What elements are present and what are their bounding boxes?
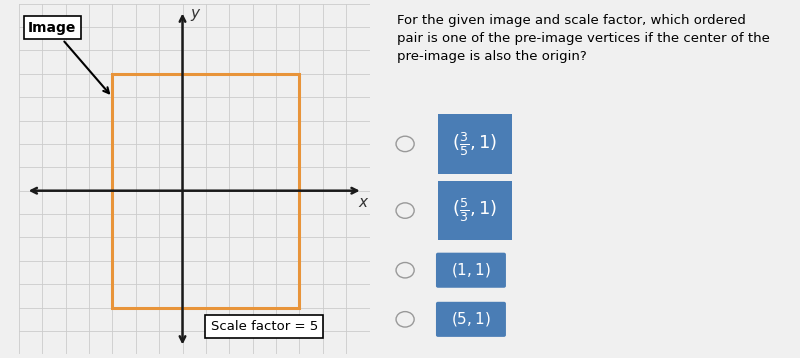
- Text: $(\frac{5}{3}, 1)$: $(\frac{5}{3}, 1)$: [452, 197, 498, 224]
- Text: y: y: [190, 6, 200, 21]
- Text: $(5, 1)$: $(5, 1)$: [451, 310, 491, 328]
- Text: $(\frac{3}{5}, 1)$: $(\frac{3}{5}, 1)$: [452, 130, 498, 158]
- Text: Scale factor = 5: Scale factor = 5: [210, 320, 318, 333]
- FancyBboxPatch shape: [436, 253, 506, 288]
- FancyBboxPatch shape: [436, 302, 506, 337]
- Text: x: x: [358, 195, 367, 210]
- FancyBboxPatch shape: [438, 114, 512, 174]
- Text: For the given image and scale factor, which ordered
pair is one of the pre-image: For the given image and scale factor, wh…: [397, 14, 770, 63]
- Bar: [112, 74, 299, 308]
- Text: Image: Image: [28, 21, 109, 93]
- FancyBboxPatch shape: [438, 181, 512, 241]
- Text: $(1, 1)$: $(1, 1)$: [451, 261, 491, 279]
